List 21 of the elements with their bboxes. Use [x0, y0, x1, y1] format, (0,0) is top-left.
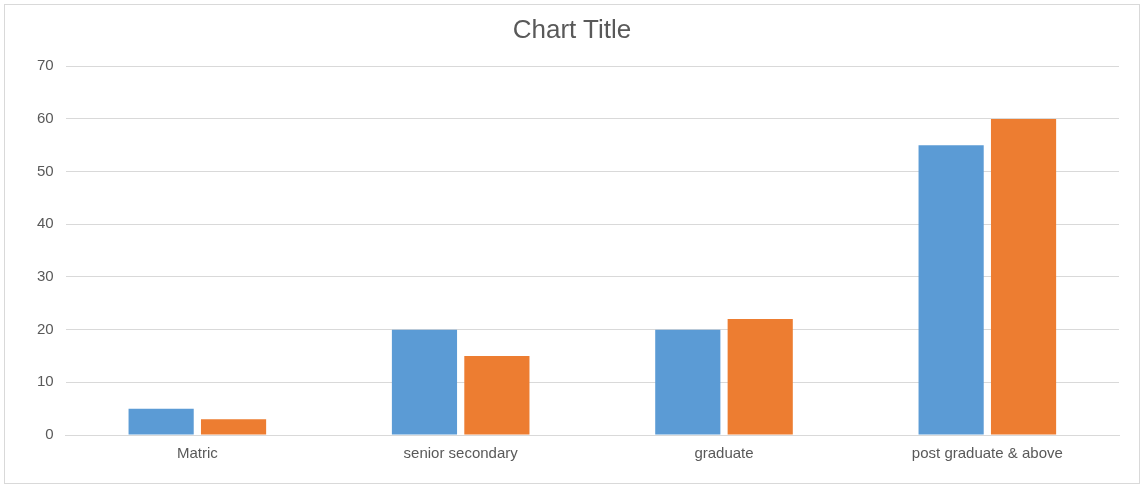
- bar: [655, 329, 721, 435]
- x-tick-label: Matric: [176, 444, 219, 462]
- y-tick-label: 0: [45, 425, 54, 443]
- x-tick-label: graduate: [694, 444, 754, 462]
- y-tick-label: 40: [37, 214, 54, 232]
- y-tick-label: 10: [37, 372, 54, 390]
- y-tick-label: 70: [37, 56, 54, 74]
- bar: [918, 145, 984, 435]
- chart-title: Chart Title: [512, 13, 632, 44]
- y-tick-label: 20: [37, 319, 54, 337]
- bar: [128, 408, 194, 435]
- y-tick-label: 60: [37, 109, 54, 127]
- x-tick-label: senior secondary: [403, 444, 519, 462]
- bar: [727, 319, 793, 435]
- y-tick-label: 30: [37, 267, 54, 285]
- bar: [990, 118, 1057, 435]
- y-tick-label: 50: [37, 161, 54, 179]
- bar: [200, 419, 267, 435]
- x-tick-label: post graduate & above: [911, 444, 1063, 462]
- bar: [391, 329, 458, 435]
- bar: [464, 355, 530, 435]
